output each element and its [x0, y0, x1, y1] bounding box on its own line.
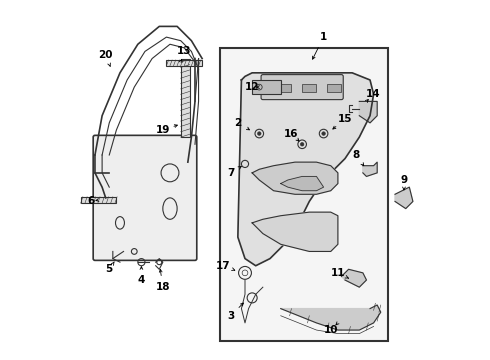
Circle shape [300, 143, 304, 146]
FancyBboxPatch shape [93, 135, 197, 260]
Bar [167, 60, 202, 66]
Polygon shape [252, 212, 338, 251]
Text: 15: 15 [338, 114, 352, 124]
Text: 17: 17 [216, 261, 231, 271]
Polygon shape [281, 305, 381, 330]
Bar [327, 84, 342, 93]
Text: 10: 10 [323, 325, 338, 335]
Bar [81, 197, 117, 203]
Bar [302, 84, 317, 93]
FancyBboxPatch shape [261, 75, 343, 100]
Circle shape [258, 132, 261, 135]
Text: 6: 6 [88, 197, 95, 206]
Text: 8: 8 [352, 150, 359, 160]
Text: 19: 19 [156, 125, 170, 135]
Text: 2: 2 [234, 118, 242, 128]
Text: 11: 11 [331, 268, 345, 278]
Text: 5: 5 [106, 264, 113, 274]
Text: 9: 9 [400, 175, 408, 185]
Polygon shape [281, 176, 323, 191]
Polygon shape [238, 73, 373, 266]
Bar [181, 59, 190, 137]
Polygon shape [363, 162, 377, 176]
Text: 16: 16 [284, 129, 299, 139]
Text: 12: 12 [245, 82, 259, 92]
Polygon shape [342, 269, 367, 287]
Text: 4: 4 [138, 275, 145, 285]
Bar [252, 80, 281, 94]
Polygon shape [252, 162, 338, 194]
Bar [277, 84, 292, 93]
Text: 20: 20 [98, 50, 113, 60]
Bar [220, 48, 388, 341]
Circle shape [322, 132, 325, 135]
Text: 14: 14 [367, 89, 381, 99]
Polygon shape [395, 187, 413, 208]
Text: 7: 7 [227, 168, 234, 178]
Text: 13: 13 [177, 46, 192, 57]
Text: 18: 18 [156, 282, 170, 292]
Polygon shape [359, 102, 377, 123]
Text: 3: 3 [227, 311, 234, 321]
Text: 1: 1 [320, 32, 327, 42]
